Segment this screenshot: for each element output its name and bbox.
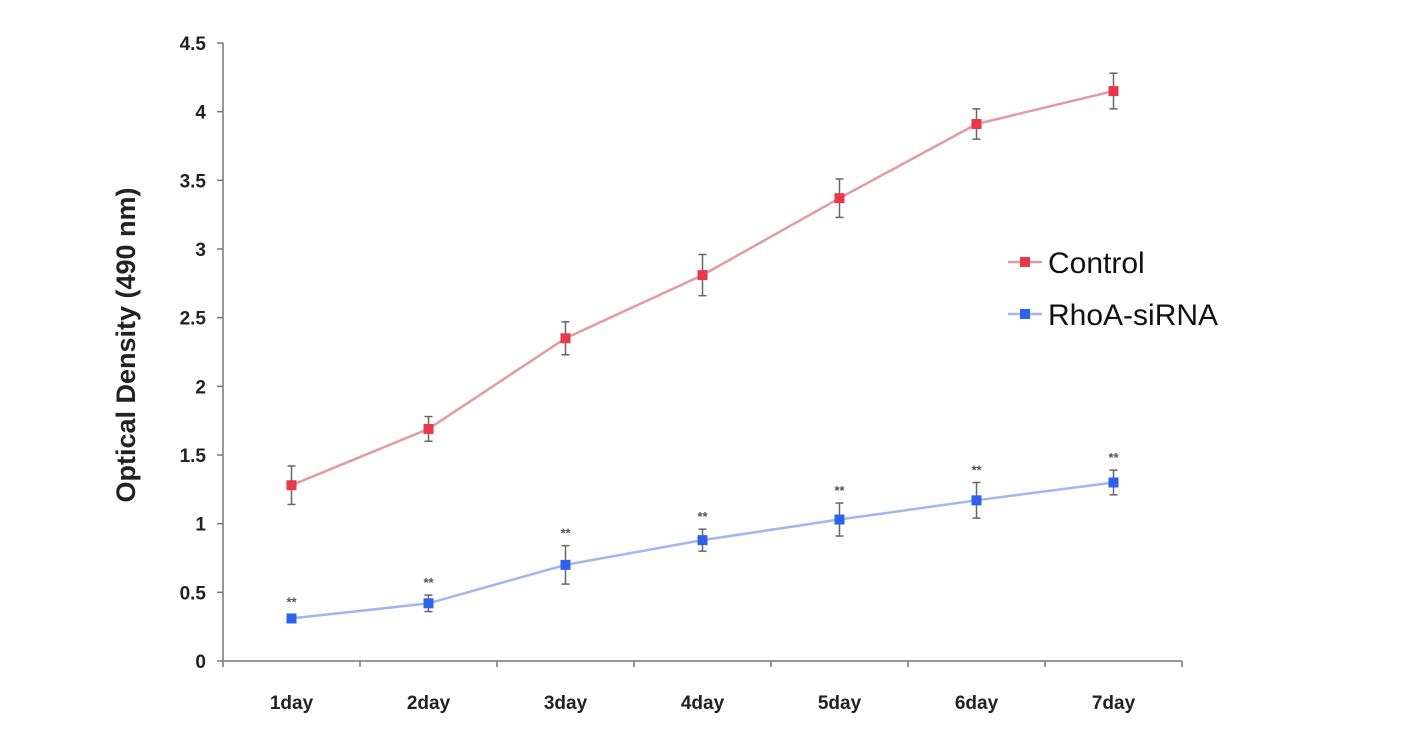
significance-marker: ** [834, 483, 845, 498]
significance-marker: ** [423, 575, 434, 590]
data-point [423, 423, 434, 434]
series-control [286, 72, 1119, 506]
series-rhoa-sirna [286, 469, 1119, 624]
y-tick-label: 2 [195, 377, 206, 398]
axes [222, 43, 1182, 662]
legend-marker [1020, 309, 1030, 319]
data-point [834, 514, 845, 525]
x-tick-label: 4day [681, 693, 725, 714]
significance-marker: ** [560, 526, 571, 541]
data-point [1108, 86, 1119, 97]
data-point [560, 333, 571, 344]
series-layer [286, 72, 1119, 624]
legend-label: Control [1048, 247, 1145, 280]
data-point [1108, 477, 1119, 488]
y-tick-label: 3.5 [180, 171, 207, 192]
x-tick-label: 7day [1092, 693, 1136, 714]
y-tick-label: 0 [195, 652, 206, 673]
data-point [560, 559, 571, 570]
y-tick-label: 2.5 [180, 309, 207, 330]
data-point [697, 270, 708, 281]
x-tick-label: 2day [407, 693, 451, 714]
data-point [423, 598, 434, 609]
x-axis-ticks: 1day 2day 3day 4day 5day 6day 7day [222, 661, 1183, 714]
data-point [971, 119, 982, 130]
data-point [697, 535, 708, 546]
data-point [834, 193, 845, 204]
significance-marker: ** [1108, 450, 1119, 465]
significance-marker: ** [286, 594, 297, 609]
y-tick-label: 1.5 [180, 446, 207, 467]
y-tick-label: 4.5 [180, 34, 207, 55]
data-point [286, 613, 297, 624]
significance-marker: ** [697, 509, 708, 524]
y-tick-label: 1 [195, 515, 206, 536]
x-tick-label: 5day [818, 693, 862, 714]
x-tick-label: 6day [955, 693, 999, 714]
legend-marker [1020, 257, 1030, 267]
data-point [971, 495, 982, 506]
x-tick-label: 1day [270, 693, 314, 714]
legend-item: Control [1008, 247, 1145, 280]
y-axis-title: Optical Density (490 nm) [111, 187, 141, 502]
data-point [286, 480, 297, 491]
x-tick-label: 3day [544, 693, 588, 714]
y-tick-label: 3 [195, 240, 206, 261]
legend: Control RhoA-siRNA [1008, 247, 1218, 332]
significance-annotations: ** ** ** ** ** ** ** [286, 450, 1119, 609]
y-tick-label: 0.5 [180, 583, 207, 604]
y-tick-label: 4 [195, 103, 206, 124]
y-axis-ticks: 0 0.5 1 1.5 2 2.5 3 3.5 4 4.5 [180, 34, 223, 673]
legend-label: RhoA-siRNA [1048, 299, 1218, 332]
significance-marker: ** [971, 462, 982, 477]
legend-item: RhoA-siRNA [1008, 299, 1218, 332]
